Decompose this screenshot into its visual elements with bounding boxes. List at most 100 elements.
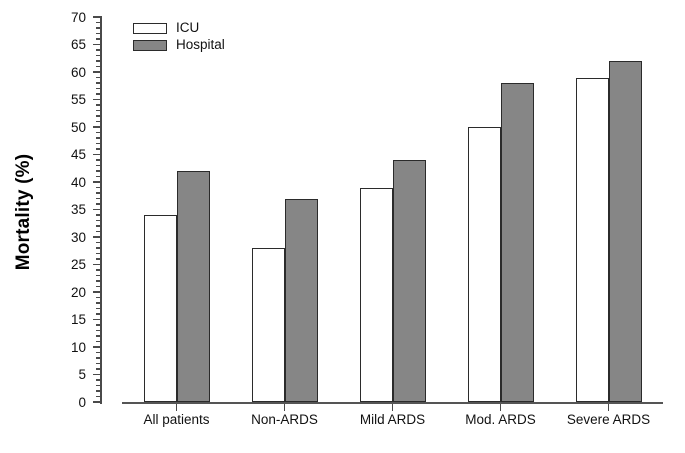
- bar-hospital: [500, 83, 534, 402]
- y-minor-tick: [96, 115, 101, 117]
- y-tick-label: 35: [70, 202, 86, 217]
- y-tick-label: 50: [70, 119, 86, 135]
- y-major-tick: [93, 126, 101, 128]
- y-minor-tick: [96, 120, 101, 123]
- y-minor-tick: [96, 274, 101, 277]
- y-minor-tick: [96, 38, 101, 40]
- y-minor-tick: [96, 175, 101, 178]
- x-category-tick: [607, 404, 610, 411]
- bar-icu: [575, 77, 609, 402]
- y-major-tick: [93, 401, 101, 403]
- y-minor-tick: [96, 395, 101, 398]
- y-minor-tick: [96, 252, 101, 255]
- y-minor-tick: [96, 21, 101, 24]
- x-category-label: Mild ARDS: [359, 412, 426, 427]
- y-major-tick: [93, 98, 101, 101]
- y-minor-tick: [96, 307, 101, 310]
- y-major-tick: [93, 153, 101, 156]
- y-minor-tick: [96, 131, 101, 134]
- y-minor-tick: [96, 368, 101, 370]
- y-minor-tick: [96, 159, 101, 161]
- bar-hospital: [284, 198, 318, 402]
- y-tick-label: 20: [70, 284, 86, 300]
- y-minor-tick: [96, 285, 101, 288]
- x-category-label: Severe ARDS: [566, 412, 651, 427]
- y-major-tick: [93, 16, 101, 18]
- bar-icu: [359, 187, 393, 402]
- y-tick-label: 65: [70, 37, 86, 52]
- y-minor-tick: [96, 225, 101, 227]
- y-minor-tick: [96, 93, 101, 95]
- x-category-tick: [499, 404, 502, 411]
- y-minor-tick: [96, 269, 101, 271]
- y-tick-label: 10: [70, 339, 86, 355]
- y-minor-tick: [96, 296, 101, 299]
- y-minor-tick: [96, 197, 101, 200]
- y-minor-tick: [96, 280, 101, 282]
- y-minor-tick: [96, 247, 101, 249]
- y-minor-tick: [96, 241, 101, 244]
- y-tick-label: 30: [70, 229, 86, 245]
- y-minor-tick: [96, 258, 101, 260]
- y-major-tick: [93, 263, 101, 266]
- y-major-tick: [93, 318, 101, 321]
- legend-label-hospital: Hospital: [176, 36, 225, 52]
- y-tick-label: 45: [70, 147, 86, 162]
- y-minor-tick: [96, 329, 101, 332]
- y-minor-tick: [96, 390, 101, 392]
- y-minor-tick: [96, 203, 101, 205]
- y-minor-tick: [96, 49, 101, 51]
- y-minor-tick: [96, 219, 101, 222]
- x-category-tick: [391, 404, 394, 411]
- y-minor-tick: [96, 82, 101, 84]
- legend-label-icu: ICU: [176, 20, 200, 35]
- y-minor-tick: [96, 137, 101, 139]
- y-minor-tick: [96, 142, 101, 145]
- y-major-tick: [93, 208, 101, 211]
- y-minor-tick: [96, 335, 101, 337]
- y-major-tick: [93, 291, 101, 293]
- y-minor-tick: [96, 109, 101, 112]
- y-minor-tick: [96, 164, 101, 167]
- y-tick-label: 15: [70, 312, 86, 327]
- y-minor-tick: [96, 76, 101, 79]
- y-major-tick: [93, 181, 101, 183]
- bar-hospital: [392, 160, 426, 402]
- y-minor-tick: [96, 54, 101, 57]
- x-category-label: All patients: [143, 412, 210, 427]
- y-major-tick: [93, 346, 101, 348]
- y-tick-label: 5: [78, 367, 86, 382]
- y-tick-label: 40: [70, 174, 86, 190]
- bar-hospital: [176, 171, 210, 402]
- bar-hospital: [608, 61, 642, 402]
- y-minor-tick: [96, 65, 101, 68]
- y-minor-tick: [96, 340, 101, 343]
- y-tick-label: 60: [70, 64, 86, 80]
- y-minor-tick: [96, 170, 101, 172]
- y-minor-tick: [96, 362, 101, 365]
- x-category-tick: [283, 404, 286, 411]
- bar-icu: [143, 215, 177, 402]
- y-tick-label: 70: [70, 9, 86, 25]
- bar-icu: [467, 127, 501, 402]
- y-minor-tick: [96, 32, 101, 35]
- y-tick-label: 55: [70, 92, 86, 107]
- bar-icu: [251, 248, 285, 402]
- y-minor-tick: [96, 351, 101, 354]
- y-minor-tick: [96, 357, 101, 359]
- y-minor-tick: [96, 27, 101, 29]
- y-minor-tick: [96, 60, 101, 62]
- y-minor-tick: [96, 148, 101, 150]
- x-axis-line: [122, 401, 663, 404]
- x-category-tick: [175, 404, 178, 411]
- y-minor-tick: [96, 379, 101, 381]
- y-minor-tick: [96, 87, 101, 90]
- x-category-label: Non-ARDS: [251, 412, 318, 427]
- y-major-tick: [93, 43, 101, 46]
- y-minor-tick: [96, 302, 101, 304]
- y-minor-tick: [96, 324, 101, 326]
- y-tick-label: 0: [78, 394, 86, 410]
- x-category-label: Mod. ARDS: [465, 412, 536, 427]
- legend-swatch-hospital: [133, 39, 167, 51]
